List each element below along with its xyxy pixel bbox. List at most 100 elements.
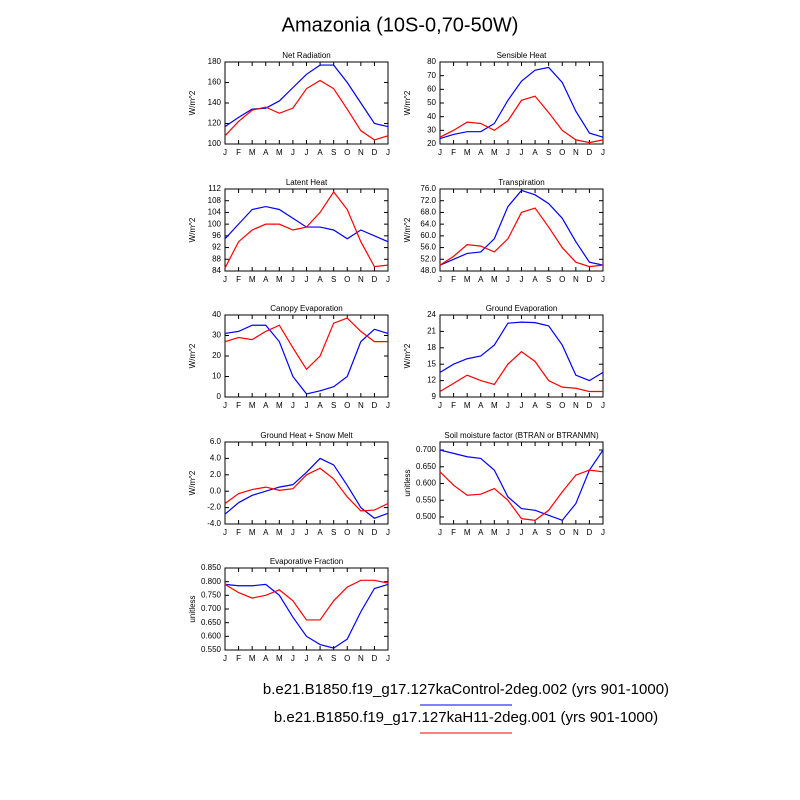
plot-frame [439, 441, 604, 525]
panel-title: Canopy Evaporation [270, 304, 343, 313]
y-tick-label: 21 [427, 327, 436, 336]
series-line [224, 205, 389, 243]
x-tick-label: N [573, 401, 579, 410]
x-tick-label: F [236, 148, 241, 157]
legend-label: b.e21.B1850.f19_g17.127kaH11-2deg.001 (y… [274, 709, 658, 726]
y-tick-label: 9 [432, 392, 437, 401]
panel-title: Soil moisture factor (BTRAN or BTRANMN) [444, 431, 599, 440]
x-tick-label: F [451, 401, 456, 410]
y-tick-label: 88 [212, 254, 221, 263]
x-tick-label: J [438, 528, 442, 537]
series-line [224, 324, 389, 395]
x-tick-label: N [358, 148, 364, 157]
x-tick-label: M [249, 401, 256, 410]
y-tick-label: 6.0 [210, 437, 222, 446]
x-tick-label: J [223, 401, 227, 410]
y-tick-label: -4.0 [207, 519, 221, 528]
series-line [224, 579, 389, 621]
x-tick-label: J [438, 401, 442, 410]
plot-frame [224, 441, 389, 525]
x-tick-label: J [291, 401, 295, 410]
x-tick-label: J [438, 148, 442, 157]
x-tick-label: D [372, 401, 378, 410]
y-tick-label: 10 [212, 372, 221, 381]
x-tick-label: N [358, 401, 364, 410]
x-tick-label: O [559, 148, 565, 157]
x-tick-label: J [305, 401, 309, 410]
x-tick-label: N [358, 654, 364, 663]
x-tick-label: D [372, 654, 378, 663]
x-tick-label: A [478, 528, 484, 537]
x-tick-label: J [506, 401, 510, 410]
y-tick-label: 72.0 [420, 196, 436, 205]
series-line [439, 449, 604, 522]
x-tick-label: O [344, 275, 350, 284]
y-tick-label: 0.650 [416, 462, 437, 471]
y-tick-label: 0.850 [201, 563, 222, 572]
x-tick-label: J [520, 401, 524, 410]
x-tick-label: O [344, 528, 350, 537]
x-tick-label: O [344, 148, 350, 157]
x-tick-label: M [491, 528, 498, 537]
x-tick-label: J [291, 528, 295, 537]
x-tick-label: N [358, 275, 364, 284]
x-tick-label: O [344, 401, 350, 410]
x-tick-label: J [386, 275, 390, 284]
x-tick-label: A [532, 275, 538, 284]
legend-label: b.e21.B1850.f19_g17.127kaControl-2deg.00… [263, 681, 669, 698]
y-tick-label: 15 [427, 359, 436, 368]
x-tick-label: J [223, 148, 227, 157]
figure-title: Amazonia (10S-0,70-50W) [282, 14, 519, 36]
y-tick-label: 60.0 [420, 231, 436, 240]
panel-title: Ground Evaporation [486, 304, 558, 313]
x-tick-label: N [573, 528, 579, 537]
y-tick-label: 140 [208, 98, 222, 107]
x-tick-label: A [532, 148, 538, 157]
y-tick-label: 30 [212, 331, 221, 340]
panel-title: Ground Heat + Snow Melt [260, 431, 353, 440]
y-tick-label: 48.0 [420, 266, 436, 275]
x-tick-label: J [291, 654, 295, 663]
y-tick-label: -2.0 [207, 503, 221, 512]
plot-frame [439, 188, 604, 272]
x-tick-label: J [291, 148, 295, 157]
x-tick-label: J [305, 275, 309, 284]
x-tick-label: S [331, 401, 336, 410]
x-tick-label: J [386, 654, 390, 663]
x-tick-label: J [386, 401, 390, 410]
y-tick-label: 100 [208, 219, 222, 228]
y-tick-label: 0.650 [201, 618, 222, 627]
x-tick-label: M [464, 275, 471, 284]
series-line [439, 66, 604, 140]
x-tick-label: A [317, 148, 323, 157]
x-tick-label: O [559, 528, 565, 537]
x-tick-label: O [559, 275, 565, 284]
x-tick-label: A [263, 275, 269, 284]
y-tick-label: 52.0 [420, 254, 436, 263]
x-tick-label: J [305, 654, 309, 663]
x-tick-label: S [331, 528, 336, 537]
y-axis-label: W/m^2 [403, 343, 412, 368]
x-tick-label: D [587, 275, 593, 284]
x-tick-label: J [506, 275, 510, 284]
y-tick-label: 112 [208, 184, 221, 193]
x-tick-label: S [331, 275, 336, 284]
y-tick-label: 84 [212, 266, 221, 275]
series-line [224, 317, 388, 371]
y-tick-label: 20 [212, 351, 221, 360]
x-tick-label: S [546, 275, 551, 284]
y-axis-label: W/m^2 [188, 470, 197, 495]
x-tick-label: J [601, 401, 605, 410]
x-tick-label: M [276, 275, 283, 284]
series-line [439, 95, 604, 144]
y-tick-label: 0.600 [416, 479, 437, 488]
x-tick-label: D [587, 528, 593, 537]
x-tick-label: F [236, 401, 241, 410]
x-tick-label: M [249, 148, 256, 157]
series-line [439, 207, 604, 268]
x-tick-label: S [546, 528, 551, 537]
y-tick-label: 96 [212, 231, 221, 240]
y-tick-label: 20 [427, 139, 436, 148]
y-tick-label: 0.750 [201, 590, 222, 599]
y-axis-label: W/m^2 [188, 217, 197, 242]
